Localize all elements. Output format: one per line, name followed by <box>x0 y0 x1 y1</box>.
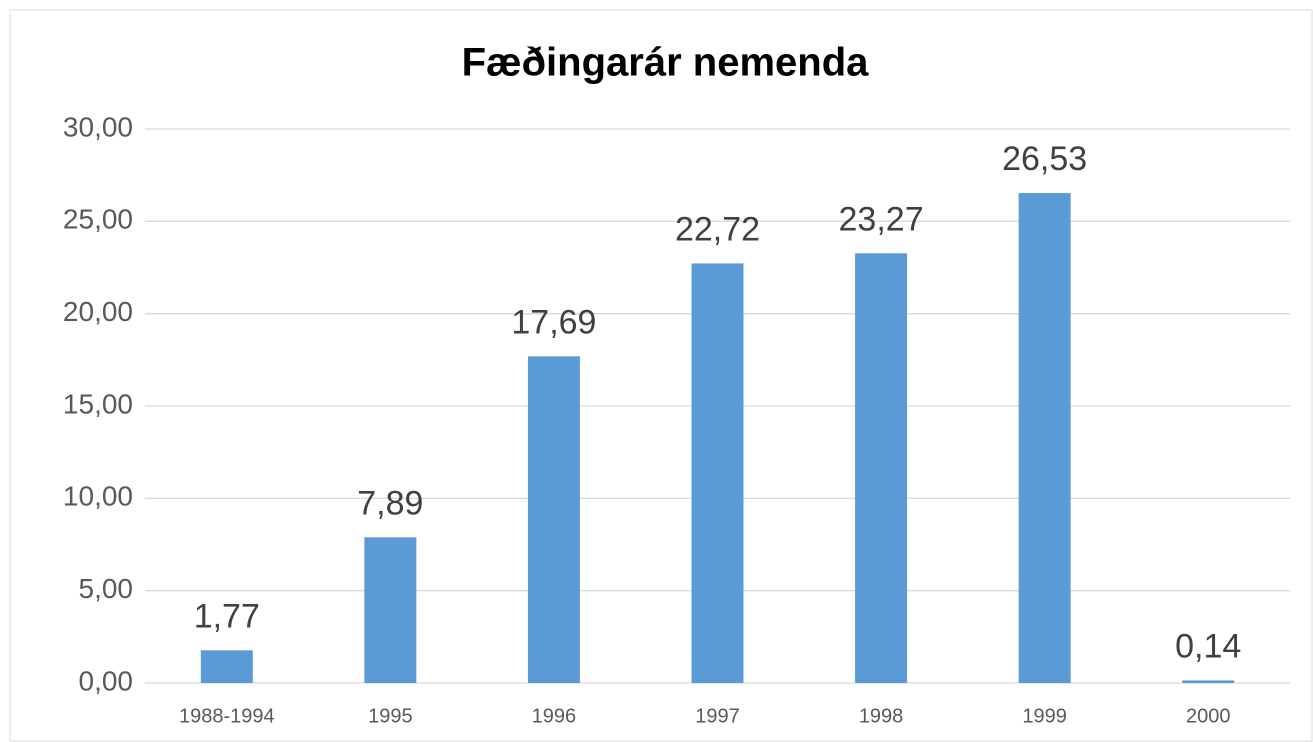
bar <box>364 537 417 683</box>
bar <box>1018 193 1071 683</box>
x-tick-label: 1988-1994 <box>179 705 275 727</box>
x-tick-label: 1995 <box>368 705 413 727</box>
bar <box>200 650 253 683</box>
y-tick-label: 5,00 <box>79 573 134 604</box>
chart-title: Fæðingarár nemenda <box>462 41 870 85</box>
y-tick-label: 30,00 <box>63 111 133 142</box>
data-label: 7,89 <box>357 484 423 522</box>
bar <box>527 356 580 683</box>
x-tick-label: 2000 <box>1186 705 1231 727</box>
x-tick-label: 1998 <box>859 705 904 727</box>
data-label: 0,14 <box>1175 627 1241 665</box>
x-tick-label: 1996 <box>532 705 577 727</box>
bar <box>855 253 908 683</box>
bar <box>1182 680 1235 683</box>
y-tick-label: 10,00 <box>63 481 133 512</box>
y-tick-label: 15,00 <box>63 388 133 419</box>
data-label: 23,27 <box>839 200 924 238</box>
bar <box>691 263 744 683</box>
data-label: 26,53 <box>1002 140 1087 178</box>
y-tick-label: 0,00 <box>79 665 134 696</box>
data-label: 17,69 <box>511 303 596 341</box>
x-tick-label: 1997 <box>695 705 740 727</box>
y-tick-label: 25,00 <box>63 204 133 235</box>
chart-border <box>9 9 1313 742</box>
data-label: 22,72 <box>675 210 760 248</box>
data-label: 1,77 <box>194 597 260 635</box>
y-tick-label: 20,00 <box>63 296 133 327</box>
x-tick-label: 1999 <box>1022 705 1067 727</box>
